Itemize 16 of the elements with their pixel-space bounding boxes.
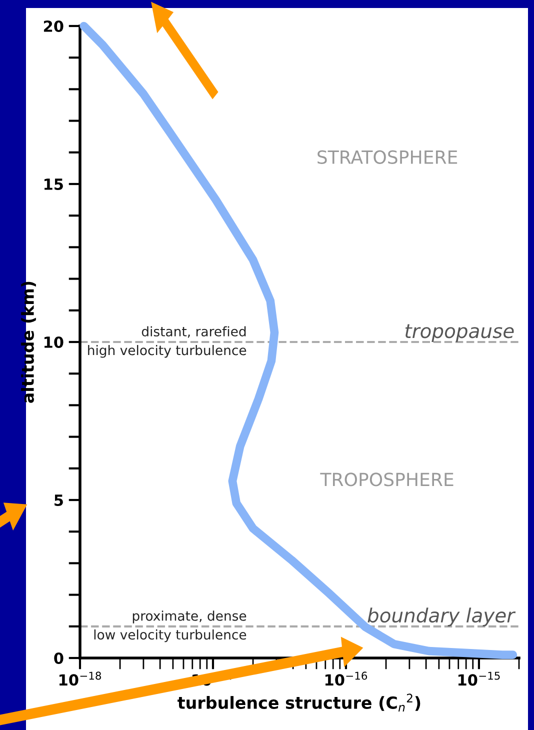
x-tick-label: 10$^{−18}$ [59, 672, 102, 686]
x-axis-title: turbulence structure (C$_{n}$$^{2}$) [178, 694, 420, 712]
annotation: proximate, dense low velocity turbulence [94, 610, 246, 642]
annotation: TROPOSPHERE [320, 472, 454, 486]
x-tick-label: 10$^{−15}$ [458, 672, 500, 686]
annotation: STRATOSPHERE [318, 150, 458, 164]
y-tick-label: 10 [44, 336, 64, 348]
x-tick-label: 10$^{−16}$ [325, 672, 368, 686]
y-axis-title: altitude (km) [21, 282, 36, 403]
y-tick-label: 20 [44, 20, 64, 32]
y-tick-label: 5 [54, 494, 63, 506]
ref-line-label: boundary layer [368, 608, 516, 626]
y-tick-label: 15 [44, 178, 63, 190]
annotation: distant, rarefied high velocity turbulence [88, 326, 246, 358]
y-tick-label: 0 [54, 652, 64, 664]
ref-line-label: tropopause [405, 324, 514, 342]
